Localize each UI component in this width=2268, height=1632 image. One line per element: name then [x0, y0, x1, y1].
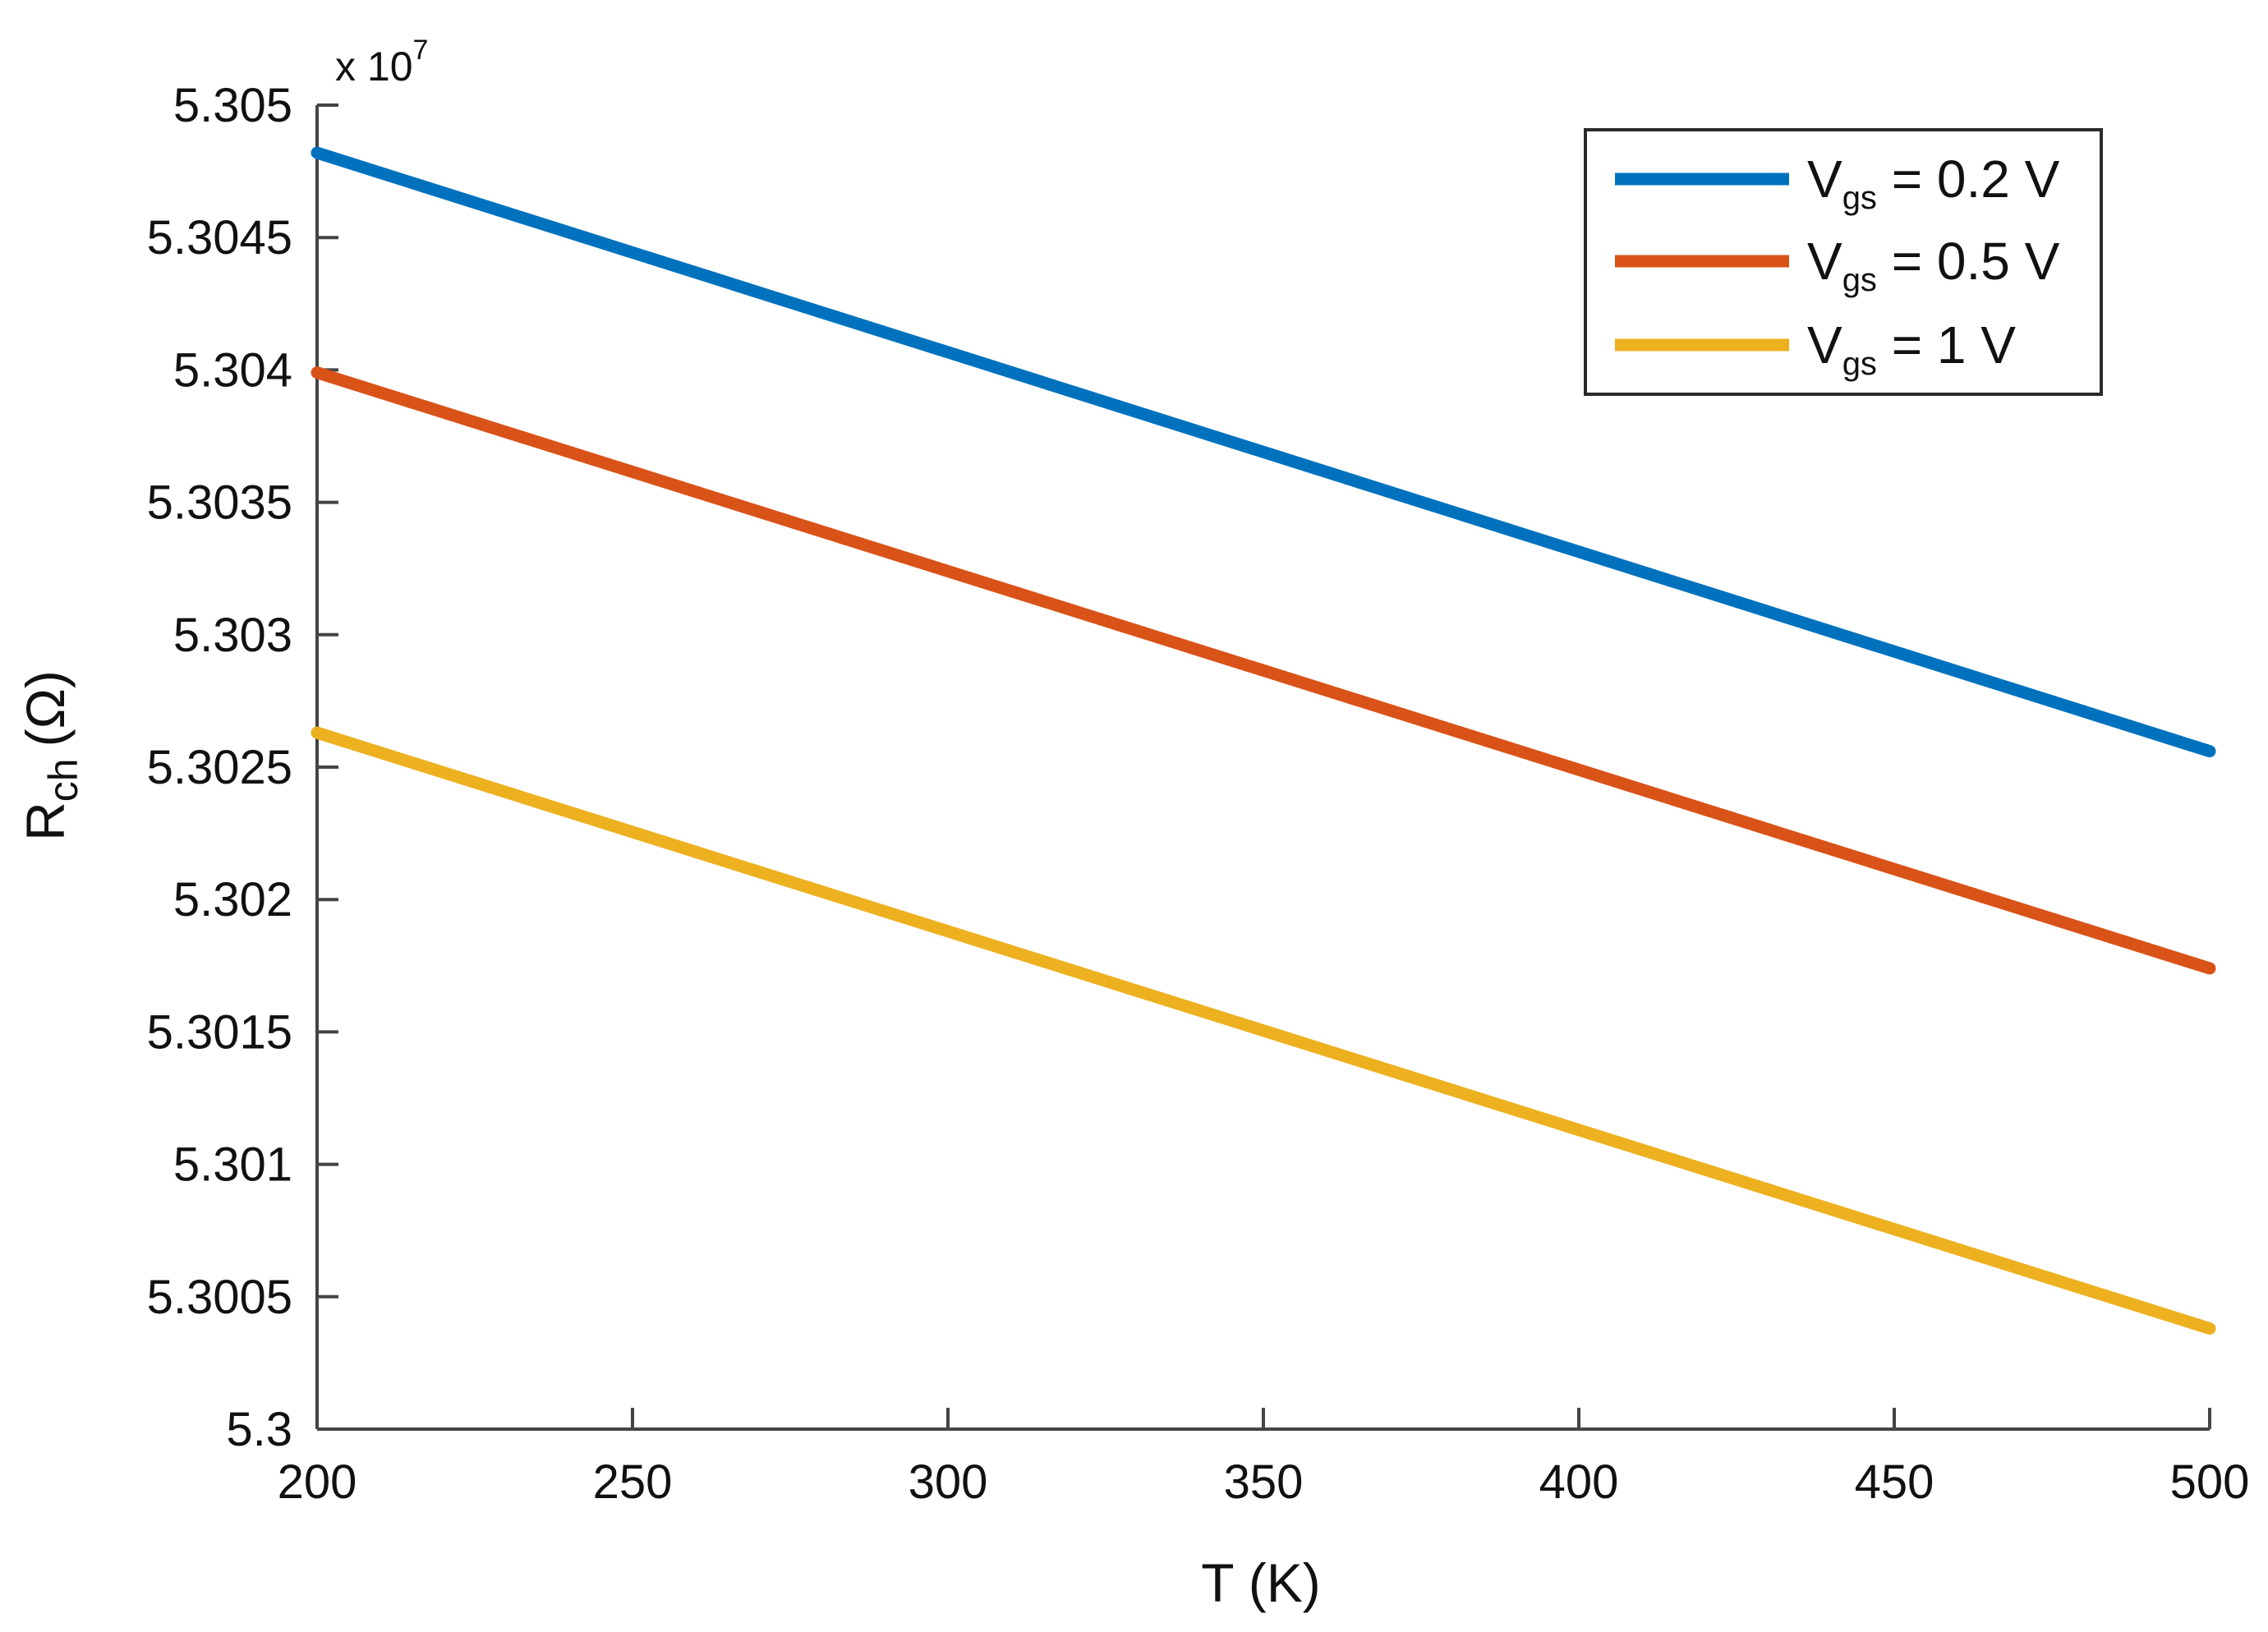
y-tick-label: 5.3	[226, 1403, 292, 1456]
legend-label-2: Vgs = 0.5 V	[1807, 232, 2060, 298]
y-tick-label: 5.3015	[147, 1005, 292, 1059]
y-tick-label: 5.302	[173, 873, 292, 926]
y-axis-title: Rch(Ω)	[15, 670, 86, 841]
x-tick-label: 350	[1224, 1455, 1304, 1509]
axes	[315, 103, 2211, 1431]
series-line-3	[311, 726, 2216, 1335]
x-tick-label: 200	[278, 1455, 357, 1509]
y-tick-label: 5.3035	[147, 476, 292, 530]
y-tick-label: 5.303	[173, 609, 292, 662]
y-tick-label: 5.301	[173, 1138, 292, 1192]
y-tick-label: 5.3025	[147, 741, 292, 794]
y-tick-label: 5.3045	[147, 211, 292, 264]
y-tick-label: 5.3005	[147, 1271, 292, 1324]
series-layer	[311, 146, 2216, 1335]
y-tick-label: 5.305	[173, 79, 292, 132]
legend-label-1: Vgs = 0.2 V	[1807, 149, 2060, 216]
series-line-2	[311, 366, 2216, 975]
x-tick-label: 500	[2170, 1455, 2250, 1509]
series-line-1	[311, 146, 2216, 758]
x-tick-label: 300	[909, 1455, 988, 1509]
legend: Vgs = 0.2 V Vgs = 0.5 V Vgs = 1 V	[1584, 128, 2103, 396]
legend-label-3: Vgs = 1 V	[1807, 315, 2016, 382]
y-tick-label: 5.304	[173, 343, 292, 397]
x-tick-label: 400	[1539, 1455, 1619, 1509]
x-tick-label: 250	[593, 1455, 673, 1509]
x-tick-label: 450	[1855, 1455, 1934, 1509]
tick-labels: 200 250 300 350 400 450 500 5.3 5.3005 5.301 5.301…	[147, 79, 2250, 1509]
y-exponent-label: x 107	[335, 34, 428, 90]
x-axis-title: T (K)	[1201, 1552, 1320, 1613]
